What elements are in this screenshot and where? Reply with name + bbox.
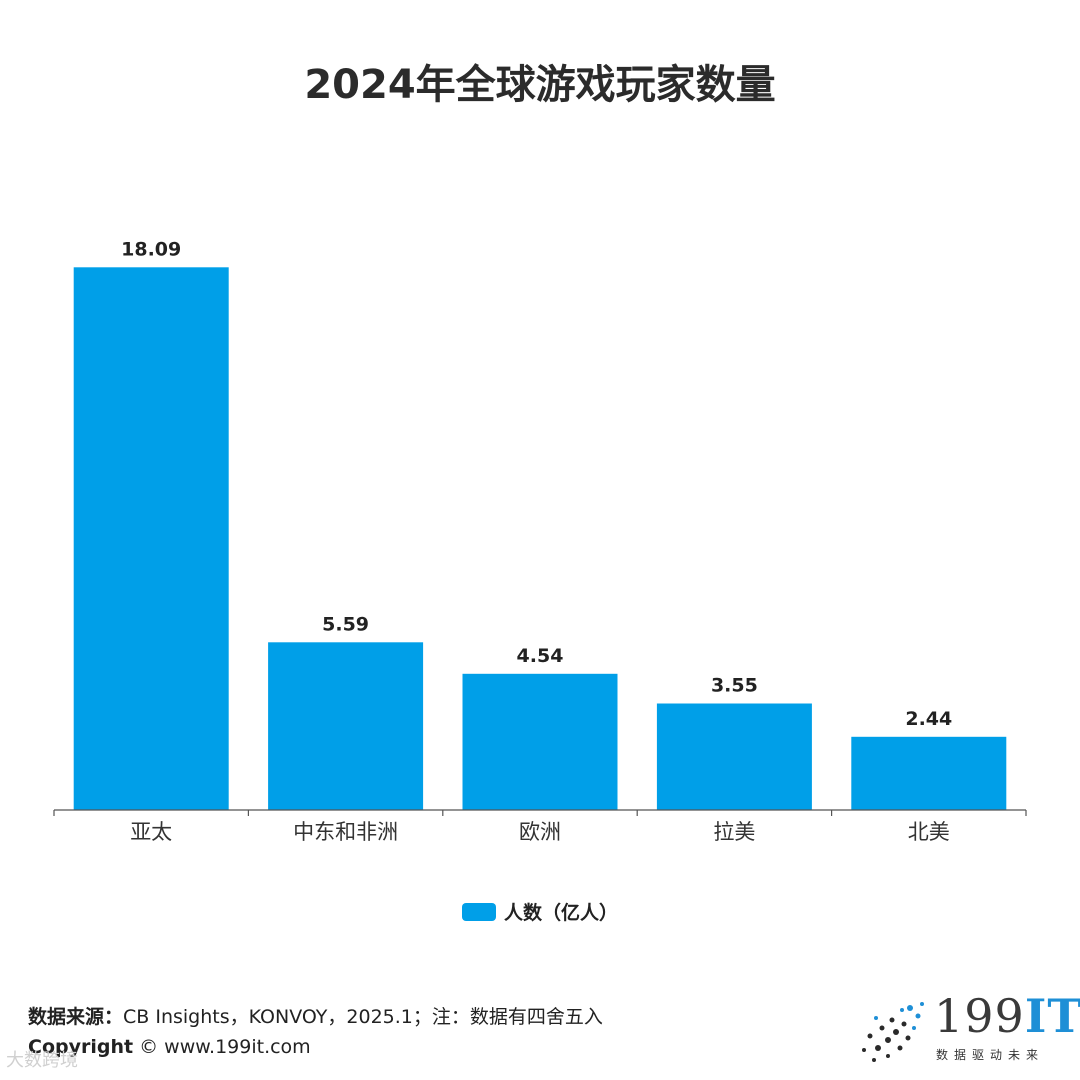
copyright-label: Copyright <box>28 1036 134 1058</box>
category-label-3: 拉美 <box>713 820 755 844</box>
bar-0 <box>73 267 229 810</box>
chart-title: 2024年全球游戏玩家数量 <box>304 62 776 108</box>
copyright: Copyright © www.199it.com <box>28 1036 311 1058</box>
bar-chart: 18.09 亚太 5.59 中东和非洲 4.54 欧洲 3.55 拉美 2.44 北美 <box>53 238 1027 844</box>
data-source: 数据来源：CB Insights，KONVOY，2025.1；注：数据有四舍五入 <box>28 1002 603 1029</box>
category-label-0: 亚太 <box>130 820 172 844</box>
source-text: CB Insights，KONVOY，2025.1；注：数据有四舍五入 <box>123 1006 603 1028</box>
logo-subtitle: 数据驱动未来 <box>936 1048 1045 1062</box>
logo-text: 199IT <box>934 989 1080 1043</box>
legend: 人数（亿人） <box>0 898 1080 925</box>
bar-3 <box>656 703 812 810</box>
category-label-4: 北美 <box>908 820 950 844</box>
bar-4 <box>851 736 1007 810</box>
category-label-2: 欧洲 <box>519 820 561 844</box>
legend-label: 人数（亿人） <box>503 902 618 924</box>
bar-1 <box>268 642 424 810</box>
data-label-4: 2.44 <box>905 708 952 730</box>
source-label: 数据来源： <box>28 1006 124 1028</box>
legend-swatch <box>461 902 496 921</box>
watermark: 大数跨境 <box>6 1050 78 1071</box>
data-label-2: 4.54 <box>517 645 564 667</box>
data-label-3: 3.55 <box>711 675 758 697</box>
data-label-0: 18.09 <box>121 238 181 260</box>
logo-dots-icon <box>862 1002 924 1062</box>
category-label-1: 中东和非洲 <box>293 820 398 844</box>
bar-2 <box>462 673 618 810</box>
data-label-1: 5.59 <box>322 613 369 635</box>
copyright-text: © www.199it.com <box>133 1036 311 1058</box>
logo: 199IT 数据驱动未来 <box>848 990 1080 1070</box>
